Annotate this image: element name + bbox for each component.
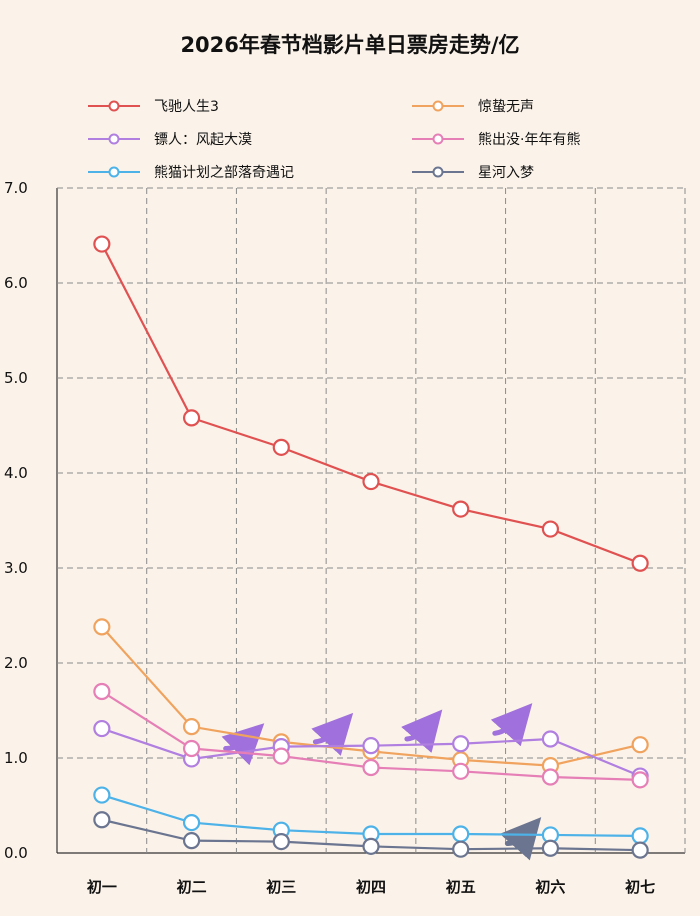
trend-arrow-2	[401, 709, 443, 753]
series-4-point-4	[452, 825, 470, 843]
legend-marker-5	[432, 166, 444, 178]
series-3-point-5	[541, 768, 560, 786]
trend-arrow-3	[490, 703, 533, 747]
legend-item-4: 熊猫计划之部落奇遇记	[88, 164, 294, 181]
series-2-point-3	[362, 737, 380, 755]
series-5-point-5	[541, 839, 560, 857]
series-5-point-2	[272, 832, 290, 851]
series-3-point-2	[272, 747, 290, 765]
legend-label-2: 镖人：风起大漠	[154, 132, 252, 148]
y-axis: 0.0 1.0 2.0 3.0 4.0 5.0 6.0 7.0	[4, 179, 28, 862]
legend-marker-0	[108, 100, 120, 112]
series-3-point-0	[93, 682, 111, 701]
trend-arrow-0	[221, 723, 265, 766]
grid	[57, 187, 686, 853]
legend-marker-4	[108, 166, 120, 178]
trend-arrow-1	[311, 712, 354, 756]
x-tick-label-4: 初五	[446, 878, 476, 896]
series-0-point-1	[182, 409, 201, 427]
x-tick-label-3: 初四	[356, 878, 386, 896]
legend-marker-2	[108, 133, 120, 145]
y-tick-label-6: 6.0	[4, 274, 28, 292]
series-2-point-0	[93, 719, 111, 738]
series-5-point-3	[362, 837, 380, 855]
legend-label-4: 熊猫计划之部落奇遇记	[154, 164, 294, 181]
series-0-point-5	[541, 520, 560, 538]
legend-item-2: 镖人：风起大漠	[88, 132, 252, 148]
x-tick-label-2: 初三	[266, 878, 296, 896]
series-4-point-1	[182, 813, 201, 832]
legend-label-1: 惊蛰无声	[478, 99, 534, 115]
series-2-point-5	[541, 730, 560, 748]
series-0	[93, 235, 649, 572]
series-0-point-0	[93, 235, 111, 253]
series-1-point-6	[631, 736, 649, 754]
series-5	[93, 811, 649, 859]
legend-item-3: 熊出没·年年有熊	[412, 132, 580, 148]
x-tick-label-6: 初七	[625, 878, 655, 896]
series-4-point-0	[93, 786, 111, 804]
y-tick-label-0: 0.0	[4, 844, 28, 862]
series-0-point-6	[631, 554, 649, 572]
y-tick-label-3: 3.0	[4, 559, 28, 577]
series-3-point-6	[631, 771, 649, 789]
trend-arrows	[221, 703, 542, 861]
series-1-point-0	[93, 618, 111, 636]
series-3	[93, 682, 649, 789]
series-3-point-1	[182, 739, 201, 758]
series-5-point-4	[452, 840, 470, 858]
series-4	[93, 786, 649, 845]
series-3-point-4	[452, 762, 470, 780]
series-3-point-3	[362, 758, 380, 777]
series-0-point-2	[272, 438, 290, 456]
series-2-point-4	[452, 735, 470, 753]
y-tick-label-2: 2.0	[4, 654, 28, 672]
series-5-point-6	[631, 841, 649, 859]
legend-item-5: 星河入梦	[412, 165, 534, 181]
series-1-point-1	[182, 718, 201, 736]
x-tick-label-5: 初六	[535, 878, 565, 896]
x-tick-label-1: 初二	[177, 878, 207, 896]
chart-title: 2026年春节档影片单日票房走势/亿	[180, 33, 519, 57]
series-line-0	[100, 243, 641, 565]
series-5-point-0	[93, 811, 111, 829]
legend-item-0: 飞驰人生3	[88, 99, 219, 115]
x-tick-label-0: 初一	[87, 878, 117, 896]
legend-marker-1	[432, 100, 444, 112]
y-tick-label-1: 1.0	[4, 749, 28, 767]
legend-label-3: 熊出没·年年有熊	[478, 132, 580, 148]
series-lines	[93, 235, 649, 859]
y-tick-label-5: 5.0	[4, 369, 28, 387]
series-0-point-3	[362, 472, 380, 491]
series-0-point-4	[452, 500, 470, 518]
legend-label-0: 飞驰人生3	[154, 99, 219, 115]
legend-label-5: 星河入梦	[478, 165, 534, 181]
x-axis: 初一 初二 初三 初四 初五 初六 初七	[87, 878, 655, 896]
legend-item-1: 惊蛰无声	[412, 99, 534, 115]
y-tick-label-7: 7.0	[4, 179, 28, 197]
series-4-point-6	[631, 827, 649, 845]
legend-marker-3	[432, 133, 444, 145]
series-5-point-1	[182, 832, 201, 850]
y-tick-label-4: 4.0	[4, 464, 28, 482]
